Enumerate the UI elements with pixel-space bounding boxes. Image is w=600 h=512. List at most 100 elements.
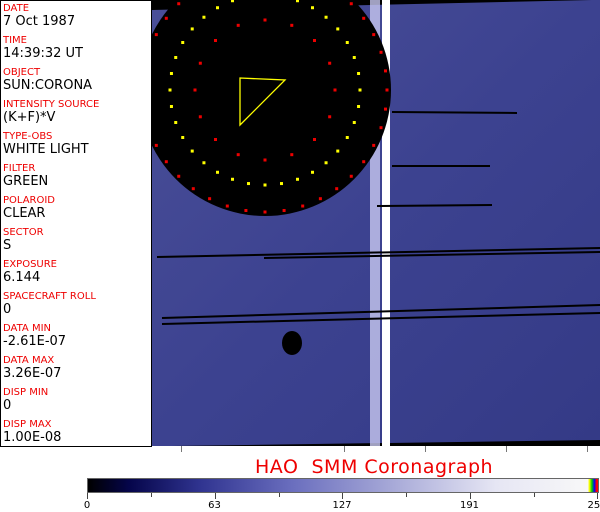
marker-dot <box>169 104 173 108</box>
marker-dot <box>379 126 383 130</box>
marker-dot <box>164 160 168 164</box>
marker-dot <box>349 174 353 178</box>
info-label: INTENSITY SOURCE <box>3 99 100 110</box>
marker-dot <box>247 182 251 186</box>
marker-dot <box>191 187 195 191</box>
colorbar-tick <box>342 493 343 499</box>
bright-streak-core <box>382 0 390 446</box>
marker-dot <box>312 39 316 43</box>
marker-dot <box>290 23 294 27</box>
marker-dot <box>328 115 332 119</box>
marker-dot <box>208 197 212 201</box>
marker-dot <box>279 182 283 186</box>
marker-dot <box>282 208 286 212</box>
marker-dot <box>193 88 197 92</box>
marker-dot <box>301 204 305 208</box>
marker-dot <box>263 183 267 187</box>
axis-tick <box>344 446 345 452</box>
info-label: EXPOSURE <box>3 259 58 270</box>
marker-dot <box>164 16 168 20</box>
info-entry: TIME 14:39:32 UT <box>3 35 83 61</box>
info-entry: INTENSITY SOURCE (K+F)*V <box>3 99 99 125</box>
marker-dot <box>168 88 172 92</box>
info-entry: POLAROID CLEAR <box>3 195 55 221</box>
info-entry: DISP MAX 1.00E-08 <box>3 419 61 445</box>
marker-dot <box>335 187 339 191</box>
marker-dot <box>336 27 340 31</box>
colorbar-tick-label: 63 <box>208 500 221 511</box>
info-value: 6.144 <box>3 270 41 285</box>
info-label: DATA MIN <box>3 323 51 334</box>
marker-dot <box>263 18 267 22</box>
marker-dot <box>312 137 316 141</box>
marker-dot <box>190 27 194 31</box>
axis-tick <box>506 446 507 452</box>
marker-dot <box>324 15 328 19</box>
info-value: GREEN <box>3 174 49 189</box>
marker-dot <box>362 16 366 20</box>
marker-dot <box>295 0 299 3</box>
marker-dot <box>225 204 229 208</box>
marker-dot <box>318 197 322 201</box>
plot-title: HAO SMM Coronagraph <box>255 456 494 478</box>
marker-dot <box>345 41 349 44</box>
coronagraph-image-svg <box>152 0 600 446</box>
info-value: -2.61E-07 <box>3 334 67 349</box>
occulter-disk <box>152 0 391 216</box>
marker-dot <box>177 174 181 178</box>
info-entry: DISP MIN 0 <box>3 387 48 413</box>
marker-dot <box>324 161 328 165</box>
info-entry: SECTOR S <box>3 227 44 253</box>
colorbar-tick <box>87 493 88 499</box>
info-value: 0 <box>3 302 12 317</box>
info-entry: DATA MAX 3.26E-07 <box>3 355 61 381</box>
info-label: DISP MAX <box>3 419 52 430</box>
colorbar-minor-tick <box>278 493 280 497</box>
info-value: CLEAR <box>3 206 46 221</box>
coronagraph-image <box>152 0 600 446</box>
info-label: OBJECT <box>3 67 41 78</box>
marker-dot <box>216 170 219 174</box>
info-value: (K+F)*V <box>3 110 56 125</box>
axis-tick <box>425 446 426 452</box>
metadata-panel: DATE 7 Oct 1987 TIME 14:39:32 UT OBJECT SUN:C… <box>0 0 152 447</box>
info-value: 3.26E-07 <box>3 366 62 381</box>
marker-dot <box>349 2 353 6</box>
marker-dot <box>290 153 294 157</box>
marker-dot <box>202 15 206 19</box>
marker-dot <box>357 72 361 76</box>
info-value: 7 Oct 1987 <box>3 14 76 29</box>
info-label: TIME <box>3 35 28 46</box>
marker-dot <box>214 137 218 141</box>
info-value: 1.00E-08 <box>3 430 62 445</box>
dark-spot <box>282 331 302 355</box>
bright-streak <box>370 0 380 446</box>
marker-dot <box>231 0 235 3</box>
marker-dot <box>379 50 383 54</box>
marker-dot <box>372 143 376 147</box>
colorbar <box>87 478 599 493</box>
marker-dot <box>383 69 387 73</box>
marker-dot <box>236 153 240 157</box>
axis-tick <box>587 446 588 452</box>
colorbar-tick <box>597 493 598 499</box>
info-entry: DATE 7 Oct 1987 <box>3 3 75 29</box>
marker-dot <box>169 72 173 76</box>
marker-dot <box>198 61 202 65</box>
marker-dot <box>177 2 181 6</box>
marker-dot <box>352 56 356 60</box>
marker-dot <box>190 149 194 153</box>
marker-dot <box>174 56 178 60</box>
marker-dot <box>198 115 202 119</box>
marker-dot <box>244 208 248 212</box>
marker-dot <box>174 120 178 124</box>
marker-dot <box>202 161 206 165</box>
info-label: FILTER <box>3 163 36 174</box>
marker-dot <box>333 88 337 92</box>
info-value: SUN:CORONA <box>3 78 93 93</box>
colorbar-minor-tick <box>533 493 535 497</box>
colorbar-tick-label: 191 <box>459 500 480 511</box>
info-entry: OBJECT SUN:CORONA <box>3 67 92 93</box>
marker-dot <box>372 33 376 37</box>
marker-dot <box>385 88 389 92</box>
